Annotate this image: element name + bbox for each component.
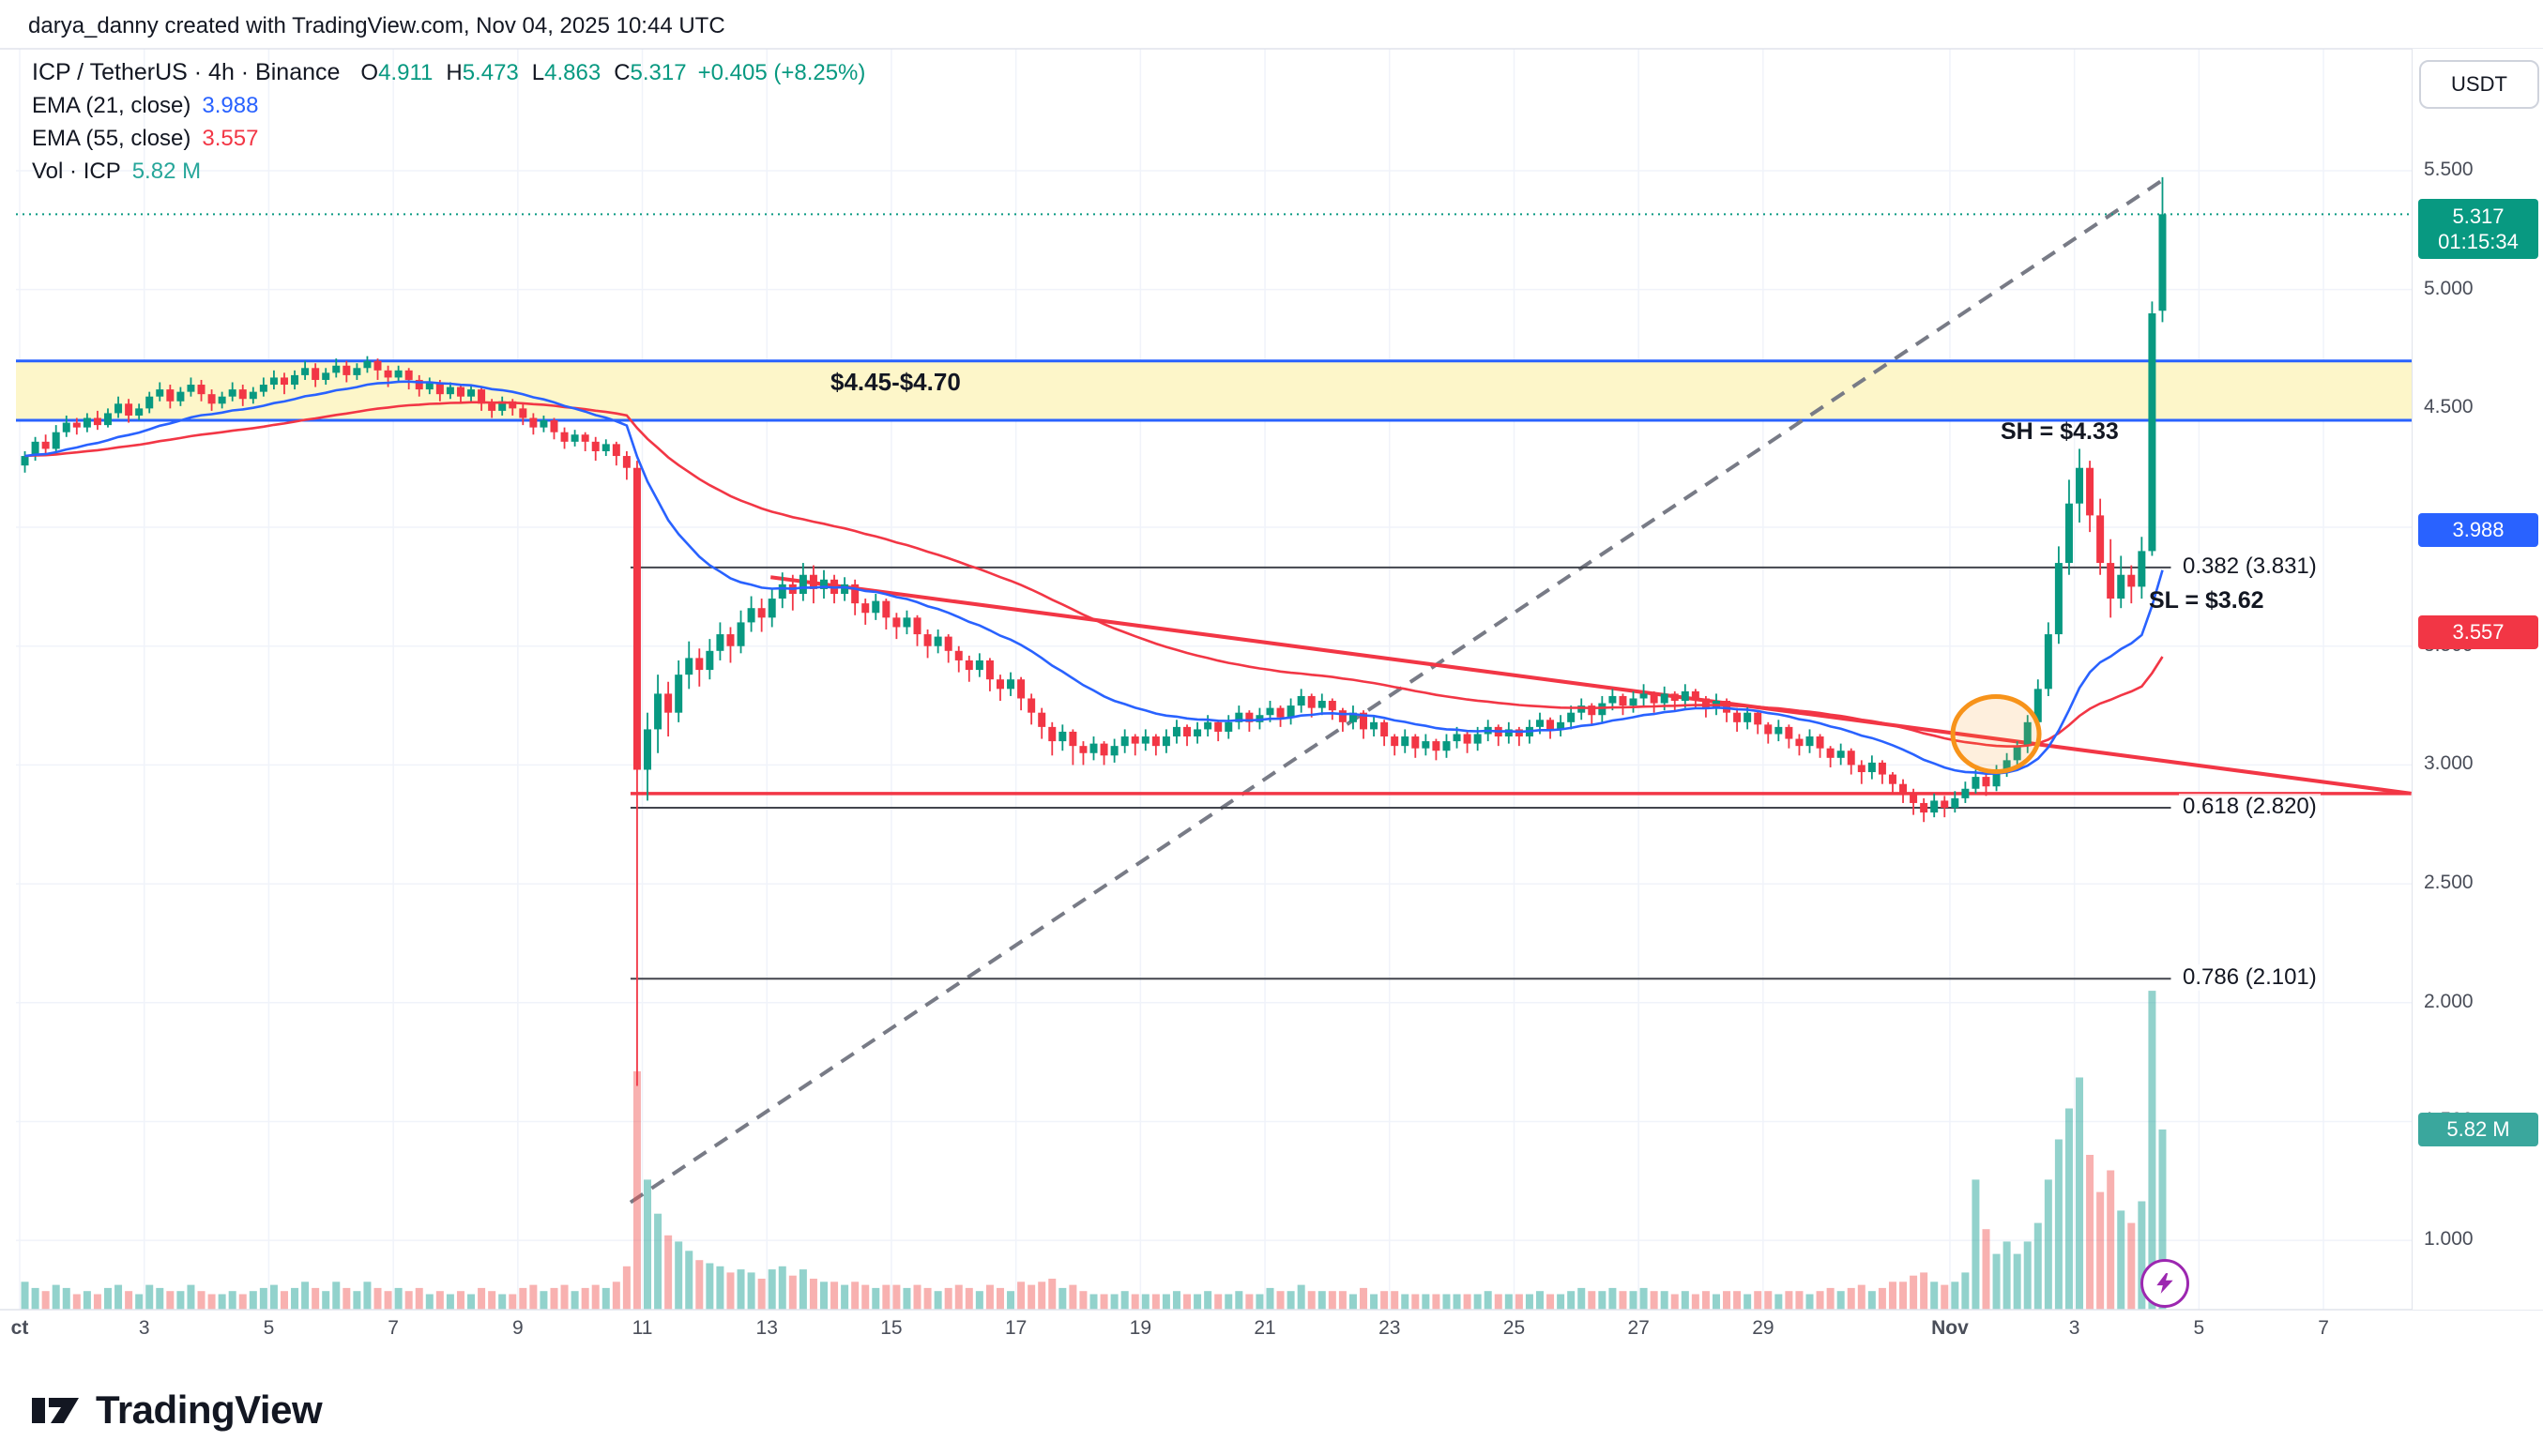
last-price-badge: 5.317 01:15:34 [2418,199,2538,260]
price-axis[interactable]: 5.5005.0004.5003.5003.0002.5002.0001.500… [2412,49,2543,1310]
time-tick-label: 11 [632,1317,653,1339]
chart-legend: ICP / TetherUS · 4h · Binance O4.911 H5.47… [32,56,865,188]
price-tick-label: 5.000 [2424,277,2474,299]
time-tick-label: 29 [1752,1317,1774,1339]
price-tick-label: 2.500 [2424,872,2474,894]
fib-0382-label[interactable]: 0.382 (3.831) [2179,553,2321,580]
time-tick-label: Nov [1931,1317,1969,1339]
volume-value: 5.82 M [131,159,202,184]
ema21-legend-row[interactable]: EMA (21, close) 3.988 [32,89,865,122]
time-tick-label: 3 [2068,1317,2080,1339]
time-tick-label: 3 [138,1317,150,1339]
swing-high-label[interactable]: SH = $4.33 [2001,418,2119,445]
time-tick-label: 21 [1254,1317,1276,1339]
ema55-legend-row[interactable]: EMA (55, close) 3.557 [32,122,865,155]
open-value: 4.911 [378,60,434,85]
time-tick-label: 17 [1004,1317,1028,1339]
high-label: H [446,60,463,85]
ema21-label: EMA (21, close) [32,93,191,118]
last-price-value: 5.317 [2452,205,2505,229]
time-tick-label: 9 [511,1317,524,1339]
time-tick-label: 5 [263,1317,275,1339]
close-label: C [614,60,631,85]
time-axis[interactable]: ct 3 5 7 9 11 13 15 17 19 21 23 25 27 29 Nov 3 5 7 [0,1317,2543,1355]
ema55-price-badge: 3.557 [2418,615,2538,650]
time-tick-label: 7 [388,1317,399,1339]
time-tick-label: 5 [2193,1317,2205,1339]
tradingview-logo-icon [32,1398,79,1423]
time-tick-label: 7 [2318,1317,2329,1339]
time-tick-label: 27 [1627,1317,1650,1339]
ema21-value: 3.988 [202,93,259,118]
tradingview-watermark[interactable]: TradingView [30,1385,323,1435]
bar-countdown-timer: 01:15:34 [2438,230,2519,254]
time-tick-label: 19 [1129,1317,1152,1339]
time-tick-label: 15 [880,1317,903,1339]
time-tick-label: 13 [755,1317,778,1339]
price-tick-label: 1.000 [2424,1228,2474,1251]
open-label: O [360,60,379,85]
price-tick-label: 2.000 [2424,990,2474,1012]
currency-toggle-button[interactable]: USDT [2419,60,2539,109]
stop-loss-label[interactable]: SL = $3.62 [2149,587,2264,614]
price-tick-label: 4.500 [2424,396,2474,418]
low-label: L [531,60,545,85]
lightning-icon [2156,1273,2173,1294]
boost-button[interactable] [2140,1259,2189,1308]
time-tick-label: 23 [1378,1317,1401,1339]
symbol-legend-row[interactable]: ICP / TetherUS · 4h · Binance O4.911 H5.47… [32,56,865,89]
fib-0618-label[interactable]: 0.618 (2.820) [2179,794,2321,821]
volume-legend-row[interactable]: Vol · ICP 5.82 M [32,155,865,188]
change-value: +0.405 (+8.25%) [697,60,866,85]
ema21-price-badge: 3.988 [2418,513,2538,548]
ema55-value: 3.557 [202,126,259,151]
resistance-zone-label[interactable]: $4.45-$4.70 [830,368,961,396]
fib-0786-label[interactable]: 0.786 (2.101) [2179,964,2321,992]
time-tick-label: ct [10,1317,29,1339]
tradingview-brand-text: TradingView [96,1388,323,1432]
price-tick-label: 3.000 [2424,752,2474,775]
volume-badge: 5.82 M [2418,1112,2538,1146]
time-tick-label: 25 [1502,1317,1526,1339]
attribution-text: darya_danny created with TradingView.com… [28,13,725,38]
close-value: 5.317 [630,60,687,85]
volume-label: Vol · ICP [32,159,121,184]
high-value: 5.473 [462,60,519,85]
symbol-title[interactable]: ICP / TetherUS · 4h · Binance [32,59,341,85]
low-value: 4.863 [544,60,601,85]
price-tick-label: 5.500 [2424,159,2474,180]
ema55-label: EMA (55, close) [32,126,191,151]
